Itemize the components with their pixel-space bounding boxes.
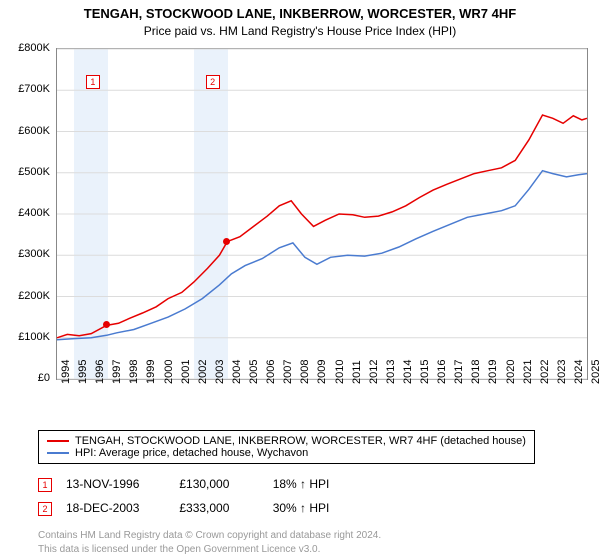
- sale-row-2: 18-DEC-2003 £333,000 30% ↑ HPI: [66, 501, 329, 515]
- gridlines: [57, 49, 587, 379]
- footer-line-1: Contains HM Land Registry data © Crown c…: [38, 530, 381, 541]
- sale-marker-1: 1: [86, 75, 100, 89]
- sale-row-1: 13-NOV-1996 £130,000 18% ↑ HPI: [66, 477, 329, 491]
- legend-label-2: HPI: Average price, detached house, Wych…: [75, 447, 308, 459]
- chart-title: TENGAH, STOCKWOOD LANE, INKBERROW, WORCE…: [0, 6, 600, 21]
- legend: TENGAH, STOCKWOOD LANE, INKBERROW, WORCE…: [38, 430, 535, 464]
- plot-area: 1 2: [56, 48, 588, 380]
- footer-line-2: This data is licensed under the Open Gov…: [38, 544, 320, 555]
- sale-point-2: [223, 238, 230, 245]
- sale-row-marker-2: 2: [38, 502, 52, 516]
- legend-label-1: TENGAH, STOCKWOOD LANE, INKBERROW, WORCE…: [75, 435, 526, 447]
- legend-swatch-2: [47, 452, 69, 454]
- chart-svg: [57, 49, 587, 379]
- sale-row-marker-1: 1: [38, 478, 52, 492]
- sale-point-1: [103, 321, 110, 328]
- sale-marker-2: 2: [206, 75, 220, 89]
- chart-container: TENGAH, STOCKWOOD LANE, INKBERROW, WORCE…: [0, 0, 600, 560]
- series-property: [57, 115, 587, 338]
- legend-swatch-1: [47, 440, 69, 442]
- chart-subtitle: Price paid vs. HM Land Registry's House …: [0, 24, 600, 38]
